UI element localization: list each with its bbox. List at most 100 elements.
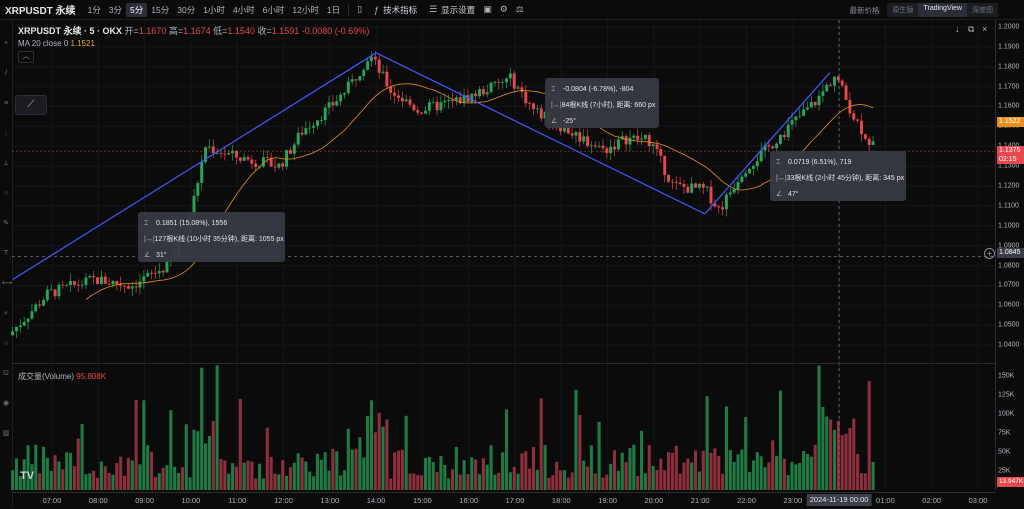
- tf-6h[interactable]: 6小时: [262, 4, 285, 15]
- tf-3m[interactable]: 3分: [108, 4, 123, 15]
- tf-1h[interactable]: 1小时: [203, 4, 225, 15]
- scale-icon[interactable]: ⚖: [515, 4, 524, 14]
- candle: [640, 138, 644, 140]
- volume-bar: [173, 466, 177, 490]
- collapse-legend-button[interactable]: ︿: [18, 51, 34, 63]
- trendline-tool-icon[interactable]: /: [5, 70, 7, 77]
- legend-close-label: 收=: [257, 26, 272, 36]
- close-pane-icon[interactable]: ×: [982, 24, 988, 34]
- lock-tool-icon[interactable]: ⊡: [3, 370, 9, 377]
- volume-bar: [775, 455, 779, 490]
- candle: [867, 138, 871, 145]
- measure-box-3[interactable]: ⌶ 0.0719 (6.51%), 719 |↔| 33根K线 (2小时 45分钟)…: [770, 151, 906, 201]
- symbol-title[interactable]: XRPUSDT 永续: [5, 6, 76, 17]
- volume-bar: [165, 465, 169, 490]
- tf-12h[interactable]: 12小时: [292, 4, 319, 15]
- volume-bar: [497, 472, 501, 490]
- volume-bar: [620, 452, 624, 490]
- candle: [285, 150, 289, 167]
- volume-tick: 125K: [998, 391, 1015, 399]
- add-alert-icon[interactable]: +: [984, 248, 995, 259]
- magnet-tool-icon[interactable]: ∩: [3, 340, 9, 347]
- display-settings-button[interactable]: ☰ 显示设置: [425, 4, 475, 16]
- volume-bar: [34, 444, 38, 490]
- volume-bar: [802, 451, 806, 490]
- measure-box-2[interactable]: ⌶ -0.0804 (-6.78%), -804 |↔| 84根K线 (7小时), …: [545, 78, 659, 128]
- view-native[interactable]: 原生版: [892, 7, 914, 14]
- candle: [605, 148, 609, 153]
- volume-bar: [570, 472, 574, 490]
- indicators-button[interactable]: ƒ 技术指标: [370, 4, 417, 16]
- view-tradingview[interactable]: TradingView: [918, 3, 967, 17]
- price-range-icon: ⌶: [776, 159, 781, 166]
- candle: [778, 134, 782, 144]
- candle: [589, 145, 593, 147]
- legend-open: 1.1670: [138, 26, 167, 36]
- measure-box-1[interactable]: ⌶ 0.1851 (15.08%), 1556 |↔| 127根K线 (10小时 3…: [138, 212, 285, 262]
- candle: [447, 100, 451, 101]
- volume-bar: [678, 473, 682, 490]
- candle: [643, 135, 647, 139]
- volume-bar: [528, 468, 532, 490]
- gear-icon[interactable]: ⚙: [499, 4, 508, 14]
- volume-bar: [589, 445, 593, 490]
- text-tool-icon[interactable]: T: [3, 250, 9, 257]
- volume-bar: [740, 449, 744, 490]
- camera-icon[interactable]: ▣: [483, 4, 492, 14]
- selected-drawing-tool[interactable]: ⟋: [15, 95, 47, 115]
- measure-tool-icon[interactable]: ⟷: [2, 280, 13, 287]
- legend-low-label: 低=: [213, 26, 228, 36]
- volume-bar: [254, 478, 258, 490]
- zoom-tool-icon[interactable]: ⌕: [4, 310, 8, 317]
- trend-lines[interactable]: [12, 52, 831, 280]
- tf-1d[interactable]: 1日: [326, 4, 341, 15]
- trash-tool-icon[interactable]: ▥: [2, 430, 10, 437]
- candle: [242, 157, 246, 161]
- tf-1m[interactable]: 1分: [87, 4, 101, 15]
- candle: [697, 183, 701, 188]
- volume-bar: [481, 458, 485, 490]
- pane-divider[interactable]: [12, 363, 995, 364]
- tf-4h[interactable]: 4小时: [232, 4, 255, 15]
- candle: [331, 102, 335, 106]
- volume-bar: [674, 445, 678, 490]
- ma-legend-label[interactable]: MA 20 close 0: [18, 39, 69, 48]
- candle: [836, 76, 840, 81]
- volume-bar: [593, 473, 597, 490]
- volume-bar: [366, 415, 370, 490]
- scroll-down-icon[interactable]: ↓: [955, 24, 960, 34]
- time-tick: 08:00: [88, 496, 108, 505]
- candle-style-icon[interactable]: ▯: [357, 4, 363, 14]
- latest-price-dropdown[interactable]: 最新价格: [849, 5, 880, 15]
- volume-bar: [840, 435, 844, 490]
- shape-tool-icon[interactable]: ○: [3, 190, 9, 197]
- candle: [315, 120, 319, 126]
- time-scale[interactable]: 07:00 08:00 09:00 10:00 11:00 12:00 13:00 14:00…: [12, 492, 995, 509]
- maximize-icon[interactable]: ⧉: [968, 24, 975, 34]
- volume-bar: [558, 470, 563, 490]
- crosshair-tool-icon[interactable]: +: [3, 40, 9, 47]
- candle: [489, 82, 493, 93]
- volume-bar: [61, 469, 65, 490]
- candle: [377, 59, 381, 73]
- hline-tool-icon[interactable]: ≡: [3, 100, 9, 107]
- pattern-tool-icon[interactable]: ⟂: [3, 160, 9, 167]
- candle: [674, 182, 678, 183]
- volume-bar: [234, 466, 238, 490]
- candle: [111, 280, 115, 285]
- volume-bar: [790, 462, 794, 490]
- view-switcher: 原生版 TradingView 深度图: [887, 3, 998, 17]
- eye-tool-icon[interactable]: ◉: [2, 400, 10, 407]
- candle: [736, 182, 740, 190]
- volume-bar: [38, 473, 42, 490]
- fib-tool-icon[interactable]: ⋮: [2, 130, 10, 137]
- candle: [18, 325, 22, 327]
- tf-5m[interactable]: 5分: [126, 2, 148, 17]
- candle: [204, 147, 208, 163]
- candle: [80, 284, 84, 286]
- view-depth[interactable]: 深度图: [972, 7, 993, 14]
- brush-tool-icon[interactable]: ✎: [3, 220, 9, 227]
- tf-30m[interactable]: 30分: [177, 4, 196, 15]
- tf-15m[interactable]: 15分: [151, 4, 170, 15]
